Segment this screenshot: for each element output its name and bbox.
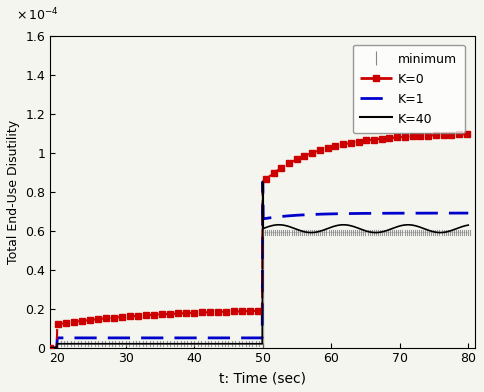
X-axis label: t: Time (sec): t: Time (sec) [219, 371, 306, 385]
Y-axis label: Total End-Use Disutility: Total End-Use Disutility [7, 120, 20, 264]
Text: $\times\,10^{-4}$: $\times\,10^{-4}$ [16, 7, 59, 23]
Legend: minimum, K=0, K=1, K=40: minimum, K=0, K=1, K=40 [353, 45, 465, 133]
